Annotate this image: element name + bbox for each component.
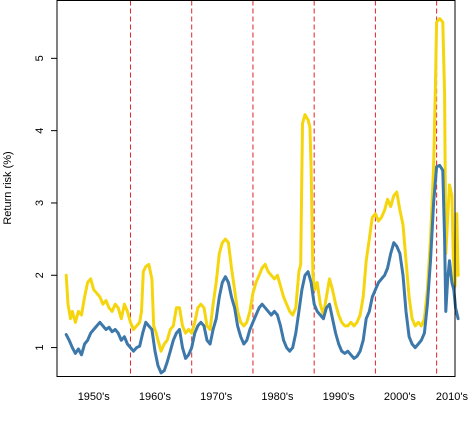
- x-tick-label: 1950's: [78, 391, 111, 403]
- y-axis-title: Return risk (%): [2, 151, 14, 224]
- x-axis: 1950's 1960's 1970's 1980's 1990's 2000's 2010…: [78, 391, 469, 403]
- plot-frame: [56, 0, 456, 377]
- y-tick-label: 3: [34, 200, 46, 206]
- x-tick-label: 1990's: [323, 391, 356, 403]
- x-tick-label: 2000's: [384, 391, 417, 403]
- reference-lines: [129, 0, 438, 377]
- series-line: [64, 17, 460, 353]
- y-axis: 1 2 3 4 5: [34, 55, 57, 351]
- y-tick-label: 4: [34, 128, 46, 134]
- y-tick-label: 2: [34, 272, 46, 278]
- x-tick-label: 2010's: [436, 391, 469, 403]
- x-tick-label: 1960's: [139, 391, 172, 403]
- series-line: [64, 163, 460, 375]
- x-tick-label: 1980's: [261, 391, 294, 403]
- y-tick-label: 5: [34, 55, 46, 61]
- y-tick-label: 1: [34, 345, 46, 351]
- x-tick-label: 1970's: [200, 391, 233, 403]
- series-layer: [64, 17, 460, 375]
